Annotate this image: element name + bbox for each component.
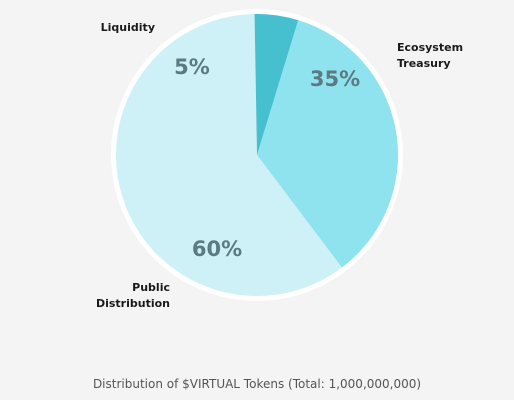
pie-slice-public-distribution bbox=[116, 14, 342, 296]
slice-category-label: Ecosystem Treasury bbox=[397, 41, 463, 70]
pie-slice-ecosystem-treasury bbox=[257, 20, 399, 268]
slice-percent-label: 60% bbox=[192, 237, 242, 261]
pie-slices bbox=[111, 9, 403, 301]
chart-caption: Distribution of $VIRTUAL Tokens (Total: … bbox=[92, 377, 422, 391]
slice-percent-label: 5% bbox=[174, 55, 210, 79]
pie-labels: 35% Ecosystem Treasury 60% Public Distributio… bbox=[96, 21, 463, 310]
slice-category-label: Liquidity bbox=[101, 21, 155, 34]
slice-percent-label: 35% bbox=[310, 67, 360, 91]
slice-category-label: Public Distribution bbox=[96, 281, 170, 310]
pie-slice-liquidity bbox=[254, 13, 299, 155]
